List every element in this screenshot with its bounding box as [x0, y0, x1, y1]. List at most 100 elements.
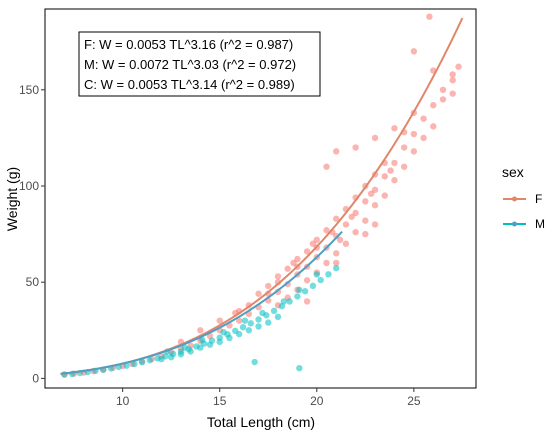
- point-f-49: [323, 227, 330, 234]
- point-m-9: [131, 360, 138, 368]
- point-f-40: [449, 71, 456, 78]
- point-f-69: [400, 163, 408, 170]
- point-f-50: [333, 215, 340, 222]
- fit-curve-m: [60, 230, 343, 375]
- point-f-66: [371, 202, 379, 209]
- point-f-45: [284, 265, 291, 272]
- point-f-35: [400, 144, 408, 151]
- point-f-41: [455, 63, 462, 70]
- point-m-40: [197, 344, 204, 351]
- legend-key-f-point: [512, 196, 517, 202]
- point-m-10: [138, 359, 146, 366]
- point-m-34: [325, 271, 332, 278]
- point-f-65: [362, 217, 369, 224]
- point-f-42: [255, 290, 262, 297]
- x-tick-label-2: 20: [310, 394, 324, 408]
- point-f-59: [303, 277, 311, 284]
- point-f-34: [391, 159, 398, 167]
- legend: sex F M: [502, 164, 545, 231]
- point-f-63: [342, 240, 350, 247]
- legend-label-m: M: [535, 217, 545, 231]
- point-f-28: [333, 232, 340, 240]
- point-f-79: [410, 48, 418, 55]
- y-tick-label-2: 100: [19, 179, 39, 193]
- point-m-52: [220, 329, 227, 336]
- point-f-30: [352, 209, 359, 217]
- x-tick-label-1: 15: [213, 394, 227, 408]
- point-f-106: [336, 236, 344, 244]
- point-m-48: [274, 313, 282, 321]
- point-m-27: [270, 307, 278, 315]
- point-m-31: [301, 288, 309, 295]
- legend-item-f: F: [503, 192, 542, 206]
- point-f-62: [333, 250, 340, 257]
- point-m-56: [296, 286, 303, 294]
- point-m-45: [245, 327, 253, 334]
- point-m-33: [317, 276, 324, 284]
- plot-panel-border: [44, 8, 477, 389]
- point-m-42: [216, 338, 223, 346]
- point-f-68: [391, 177, 398, 184]
- point-m-35: [333, 264, 340, 272]
- point-f-29: [342, 221, 350, 228]
- point-f-31: [362, 198, 369, 205]
- point-m-55: [280, 298, 287, 305]
- point-f-90: [371, 221, 379, 228]
- point-f-101: [439, 96, 447, 103]
- point-m-37: [167, 354, 175, 361]
- point-f-105: [290, 259, 297, 267]
- point-f-43: [265, 282, 272, 290]
- point-m-53: [241, 317, 249, 324]
- point-m-51: [199, 336, 206, 344]
- point-m-28: [278, 303, 286, 310]
- point-f-67: [381, 192, 388, 199]
- point-f-80: [449, 76, 456, 84]
- point-m-36: [158, 355, 165, 363]
- point-f-61: [323, 259, 330, 267]
- point-f-71: [420, 134, 427, 142]
- point-m-24: [247, 320, 254, 327]
- point-f-38: [430, 101, 437, 109]
- point-m-58: [251, 358, 258, 366]
- point-f-89: [362, 230, 369, 238]
- equation-box: F: W = 0.0053 TL^3.16 (r^2 = 0.987) M: W…: [78, 31, 321, 97]
- point-f-32: [371, 186, 379, 194]
- point-m-46: [255, 323, 262, 330]
- legend-key-m-point: [512, 221, 517, 227]
- point-f-36: [410, 130, 418, 138]
- point-f-75: [333, 148, 340, 155]
- point-f-82: [323, 163, 330, 170]
- point-f-72: [430, 123, 437, 130]
- point-m-29: [286, 298, 293, 305]
- point-m-43: [226, 334, 233, 342]
- point-f-47: [303, 248, 311, 255]
- point-m-59: [296, 364, 303, 372]
- y-tick-label-3: 150: [19, 83, 39, 97]
- point-f-97: [348, 213, 355, 220]
- point-f-99: [387, 167, 394, 174]
- point-f-37: [420, 115, 427, 122]
- legend-item-m: M: [503, 217, 545, 231]
- point-m-38: [177, 351, 185, 358]
- point-f-81: [426, 13, 433, 20]
- point-f-73: [352, 144, 359, 151]
- point-f-70: [410, 148, 418, 155]
- point-f-87: [303, 298, 311, 305]
- equation-box-border: [78, 31, 321, 97]
- point-f-84: [216, 317, 223, 324]
- point-m-47: [265, 319, 272, 326]
- point-m-25: [255, 316, 262, 323]
- point-f-46: [294, 255, 301, 263]
- point-m-54: [259, 309, 266, 317]
- equation-line-f: F: W = 0.0053 TL^3.16 (r^2 = 0.987): [84, 37, 293, 52]
- y-tick-label-0: 0: [32, 371, 39, 385]
- point-f-48: [313, 236, 321, 244]
- point-f-98: [367, 190, 375, 197]
- point-f-76: [391, 125, 398, 132]
- equation-line-c: C: W = 0.0053 TL^3.14 (r^2 = 0.989): [84, 77, 295, 92]
- point-m-41: [206, 341, 214, 348]
- point-f-39: [439, 86, 447, 94]
- point-f-85: [197, 327, 204, 334]
